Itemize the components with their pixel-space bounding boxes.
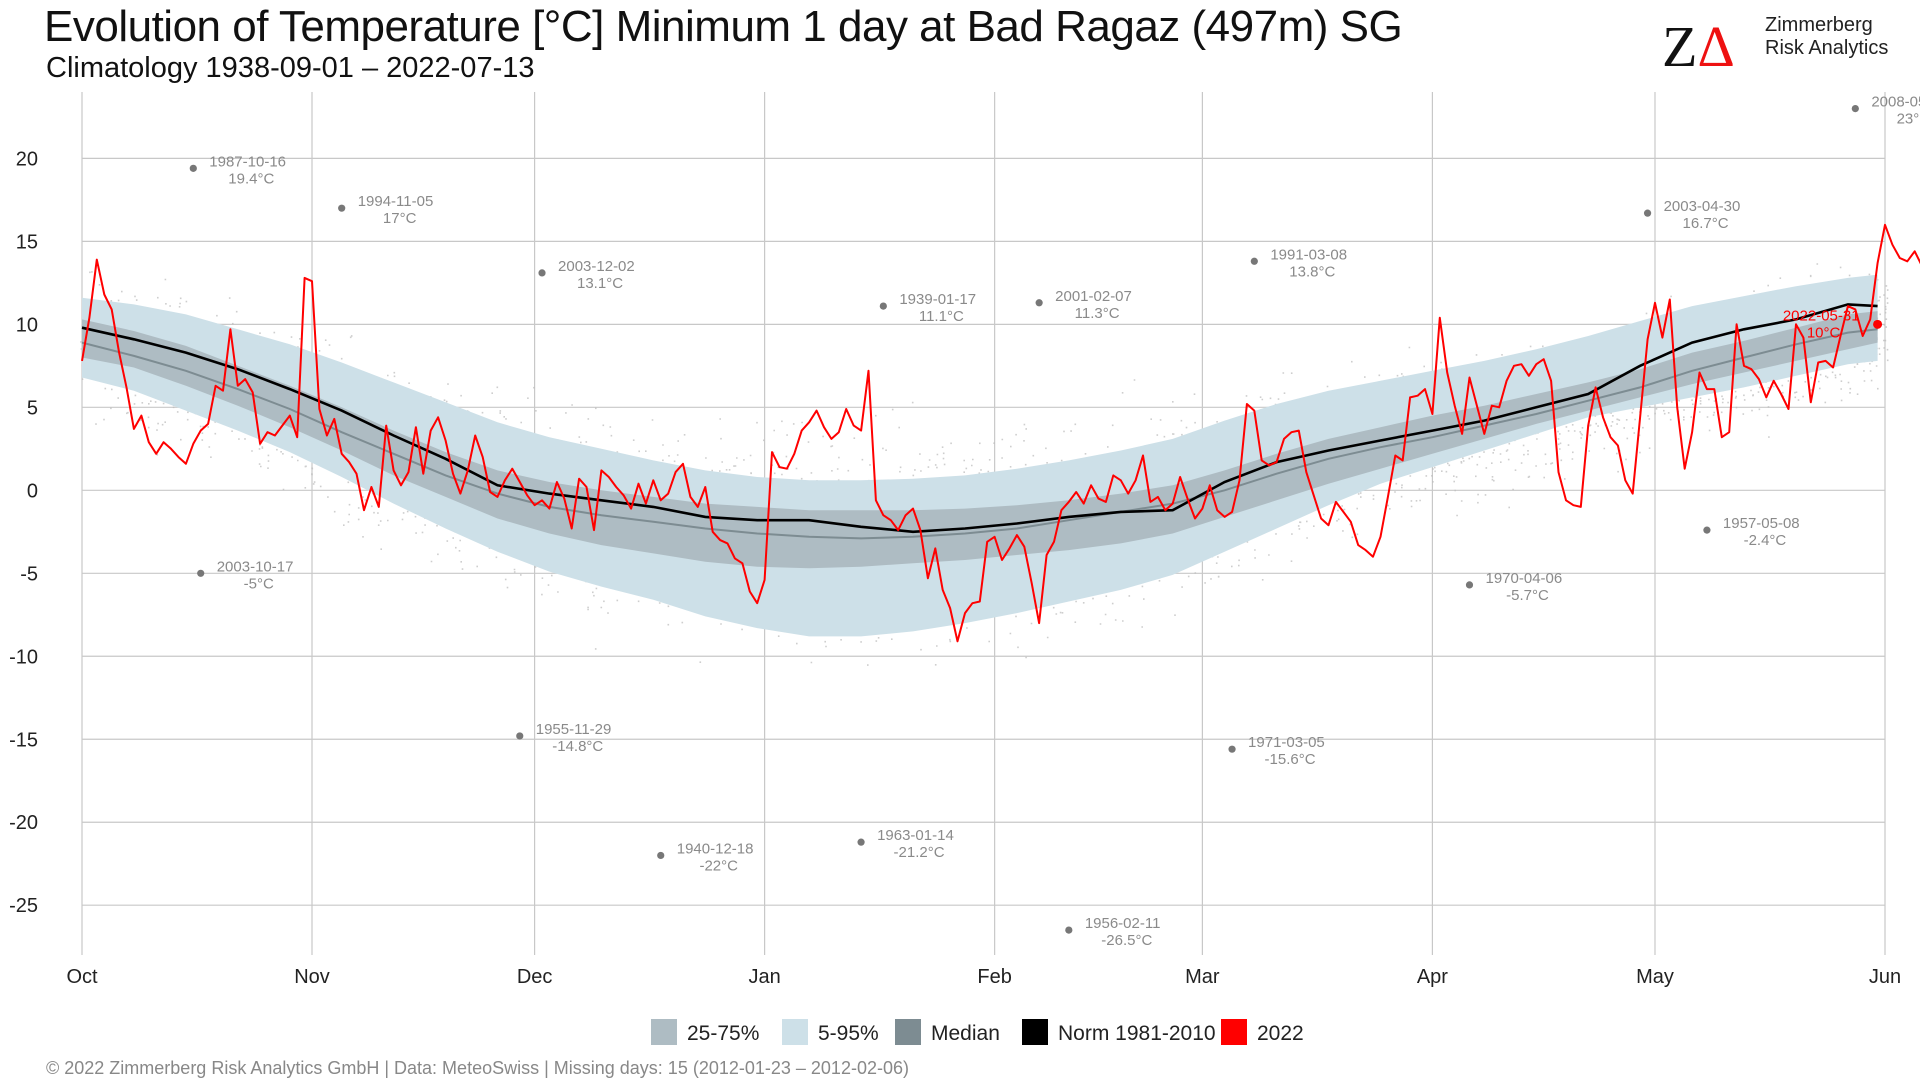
record-date: 1957-05-08 <box>1723 515 1800 532</box>
x-tick-label: Jun <box>1869 966 1901 988</box>
record-value: -5.7°C <box>1506 587 1549 604</box>
y-tick-label: -15 <box>9 729 38 751</box>
record-date: 1971-03-05 <box>1248 734 1325 751</box>
footer-credits: © 2022 Zimmerberg Risk Analytics GmbH | … <box>46 1058 909 1078</box>
chart-title: Evolution of Temperature [°C] Minimum 1 … <box>44 2 1403 51</box>
record-value: -2.4°C <box>1744 532 1787 549</box>
y-tick-label: 15 <box>16 231 38 253</box>
band-25-75 <box>82 311 1878 569</box>
record-value: 11.1°C <box>919 308 964 325</box>
record-value: 23°C <box>1897 111 1920 128</box>
logo-text: Zimmerberg Risk Analytics <box>1765 14 1888 60</box>
y-tick-label: 5 <box>27 397 38 419</box>
record-marker <box>197 569 205 577</box>
record-marker <box>1250 257 1258 265</box>
x-tick-label: Mar <box>1185 966 1220 988</box>
record-value: -14.8°C <box>552 738 603 755</box>
record-value: -5°C <box>244 575 274 592</box>
legend-swatch-median <box>895 1019 921 1045</box>
record-value: -22°C <box>699 857 738 874</box>
record-date: 2003-04-30 <box>1664 198 1741 215</box>
legend-swatch-band_25_75 <box>651 1019 677 1045</box>
y-tick-label: -5 <box>20 563 38 585</box>
legend-label-norm: Norm 1981-2010 <box>1058 1022 1216 1045</box>
band-5-95 <box>82 274 1878 637</box>
record-marker <box>879 302 887 310</box>
x-tick-label: Nov <box>294 966 330 988</box>
chart-subtitle: Climatology 1938-09-01 – 2022-07-13 <box>46 52 535 84</box>
record-value: -26.5°C <box>1101 932 1152 949</box>
record-date: 1956-02-11 <box>1085 915 1161 932</box>
last-point-marker <box>1873 319 1883 329</box>
record-marker <box>1643 209 1652 217</box>
record-value: 13.1°C <box>577 275 623 292</box>
y-tick-label: -20 <box>9 812 38 834</box>
record-date: 1994-11-05 <box>358 193 434 210</box>
last-point-value: 10°C <box>1807 324 1841 341</box>
record-marker <box>857 838 865 846</box>
record-date: 1963-01-14 <box>877 827 954 844</box>
record-marker <box>1228 745 1236 753</box>
y-tick-label: 0 <box>27 480 38 502</box>
legend-swatch-band_5_95 <box>782 1019 808 1045</box>
x-tick-label: Jan <box>748 966 780 988</box>
axis-labels: -25 -20 -15 -10 -5 0 5 10 15 20 Oct Nov Dec Jan Feb Mar… <box>9 148 1901 988</box>
record-date: 2003-12-02 <box>558 258 635 275</box>
y-tick-label: -25 <box>9 895 38 917</box>
legend-label-median: Median <box>931 1022 1000 1045</box>
series-2022-line <box>81 223 1920 643</box>
record-marker <box>516 732 524 740</box>
logo: ZΔ <box>1662 14 1735 72</box>
record-marker <box>657 851 665 860</box>
record-marker <box>538 269 546 277</box>
record-marker <box>338 204 346 212</box>
x-tick-label: Dec <box>517 966 553 988</box>
last-point-date: 2022-05-31 <box>1783 307 1860 324</box>
legend-label-band_5_95: 5-95% <box>818 1022 879 1045</box>
x-tick-label: Apr <box>1417 966 1448 988</box>
record-value: 17°C <box>383 210 417 227</box>
legend-swatch-norm <box>1022 1019 1048 1045</box>
record-date: 1955-11-29 <box>536 721 612 738</box>
y-tick-label: 20 <box>16 148 38 170</box>
record-marker <box>189 164 197 172</box>
record-date: 1991-03-08 <box>1270 246 1347 263</box>
logo-line2: Risk Analytics <box>1765 37 1889 59</box>
legend-swatch-year2022 <box>1221 1019 1247 1045</box>
legend-label-band_25_75: 25-75% <box>687 1022 759 1045</box>
record-date: 2003-10-17 <box>217 558 294 575</box>
record-marker <box>1465 581 1474 589</box>
record-value: 13.8°C <box>1289 263 1335 280</box>
record-value: -15.6°C <box>1265 751 1316 768</box>
record-date: 1940-12-18 <box>677 840 754 857</box>
record-marker <box>1035 299 1043 307</box>
percentile-bands <box>82 274 1878 637</box>
record-date: 1939-01-17 <box>899 291 976 308</box>
record-value: 11.3°C <box>1075 305 1120 322</box>
record-marker <box>1065 926 1073 934</box>
record-date: 2001-02-07 <box>1055 288 1132 305</box>
y-tick-label: 10 <box>16 314 38 336</box>
logo-line1: Zimmerberg <box>1765 14 1873 36</box>
record-value: -21.2°C <box>894 844 945 861</box>
y-tick-label: -10 <box>9 646 38 668</box>
record-date: 1970-04-06 <box>1485 570 1562 587</box>
record-date: 1987-10-16 <box>209 153 286 170</box>
x-tick-label: May <box>1636 966 1674 988</box>
legend: 25-75% 5-95% Median Norm 1981-2010 2022 <box>651 1019 1304 1045</box>
record-marker <box>1851 104 1859 113</box>
record-date: 2008-05-28 <box>1871 94 1920 111</box>
record-value: 19.4°C <box>228 170 274 187</box>
x-tick-label: Feb <box>977 966 1011 988</box>
x-tick-label: Oct <box>66 966 98 988</box>
record-marker <box>1703 526 1711 534</box>
record-value: 16.7°C <box>1683 215 1729 232</box>
logo-mark: ZΔ <box>1662 14 1735 72</box>
legend-label-year2022: 2022 <box>1257 1022 1304 1045</box>
